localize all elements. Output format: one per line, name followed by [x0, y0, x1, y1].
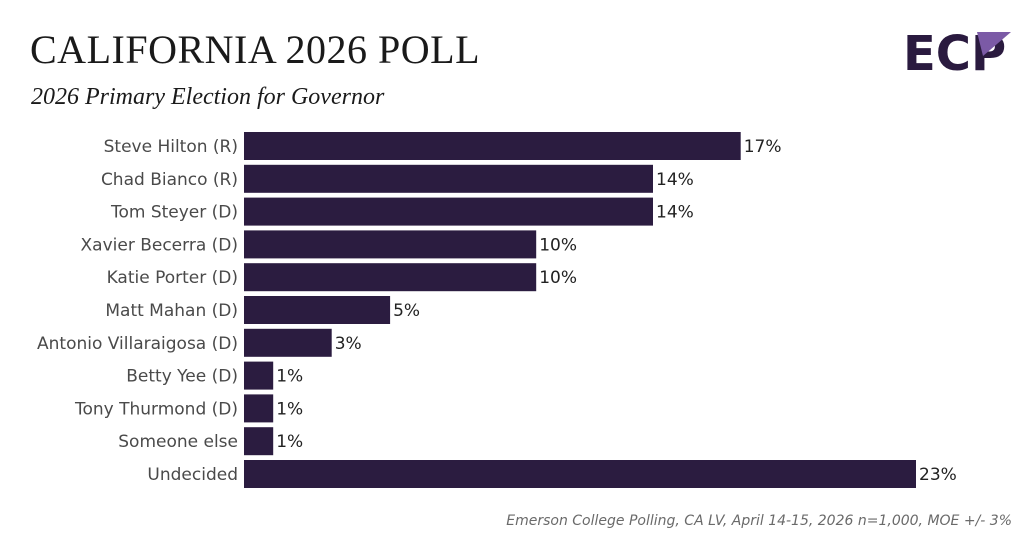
chart-title: CALIFORNIA 2026 POLL	[30, 27, 481, 72]
category-label: Tom Steyer (D)	[110, 203, 238, 223]
value-label: 10%	[539, 235, 577, 255]
bar	[244, 427, 274, 456]
logo-accent-shape	[977, 32, 1011, 56]
bar	[244, 328, 332, 357]
source-note: Emerson College Polling, CA LV, April 14…	[506, 513, 1012, 529]
value-labels-layer: 17% 14% 14% 10% 10% 5% 3% 1% 1% 1% 23%	[276, 137, 957, 485]
category-label: Xavier Becerra (D)	[81, 235, 238, 255]
category-label: Betty Yee (D)	[126, 367, 238, 387]
value-label: 14%	[656, 170, 694, 190]
category-labels-layer: Steve Hilton (R) Chad Bianco (R) Tom Steye…	[37, 137, 238, 485]
category-label: Antonio Villaraigosa (D)	[37, 334, 238, 354]
chart-subtitle: 2026 Primary Election for Governor	[31, 84, 385, 110]
bar	[244, 460, 916, 488]
value-label: 5%	[393, 301, 420, 321]
bars-layer	[244, 132, 916, 488]
value-label: 10%	[539, 268, 577, 288]
value-label: 1%	[276, 432, 303, 452]
bar	[244, 394, 274, 423]
category-label: Tony Thurmond (D)	[74, 399, 238, 419]
category-label: Someone else	[118, 432, 238, 452]
category-label: Steve Hilton (R)	[104, 137, 238, 157]
ecp-logo: ECP	[903, 26, 1011, 74]
bar	[244, 361, 274, 390]
value-label: 1%	[276, 367, 303, 387]
value-label: 17%	[744, 137, 782, 157]
bar	[244, 263, 537, 292]
value-label: 23%	[919, 465, 957, 485]
value-label: 3%	[335, 334, 362, 354]
category-label: Chad Bianco (R)	[101, 170, 238, 190]
bar	[244, 230, 537, 259]
value-label: 14%	[656, 203, 694, 223]
category-label: Katie Porter (D)	[107, 268, 238, 288]
bar	[244, 164, 653, 193]
category-label: Matt Mahan (D)	[105, 301, 238, 321]
bar	[244, 197, 653, 226]
bar	[244, 296, 391, 324]
category-label: Undecided	[147, 465, 238, 485]
value-label: 1%	[276, 399, 303, 419]
bar	[244, 132, 741, 160]
